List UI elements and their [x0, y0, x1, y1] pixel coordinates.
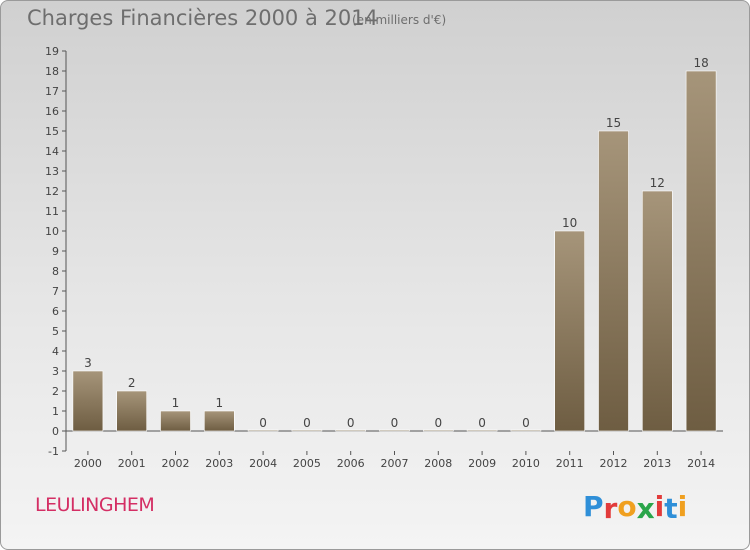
x-tick-label: 2009 — [468, 457, 496, 470]
x-tick-label: 2001 — [118, 457, 146, 470]
y-tick-label: 15 — [45, 125, 59, 138]
y-tick-label: 11 — [45, 205, 59, 218]
y-tick-label: 6 — [52, 305, 59, 318]
bar — [335, 429, 367, 432]
bar — [160, 410, 191, 432]
bar — [641, 190, 673, 432]
y-tick-label: 16 — [45, 105, 59, 118]
bar — [554, 230, 586, 432]
bar-value-label: 0 — [434, 416, 442, 430]
x-tick-label: 2006 — [337, 457, 365, 470]
bar-value-label: 0 — [259, 416, 267, 430]
y-tick-label: 13 — [45, 165, 59, 178]
x-tick-label: 2007 — [381, 457, 409, 470]
y-tick-label: 10 — [45, 225, 59, 238]
commune-name: LEULINGHEM — [35, 494, 155, 516]
x-tick-label: 2003 — [205, 457, 233, 470]
y-tick-label: -1 — [48, 445, 59, 458]
y-tick-label: 1 — [52, 405, 59, 418]
bar-value-label: 10 — [562, 216, 577, 230]
bar-value-label: 0 — [303, 416, 311, 430]
x-tick-label: 2005 — [293, 457, 321, 470]
bar-value-label: 0 — [478, 416, 486, 430]
x-tick-label: 2013 — [643, 457, 671, 470]
bar-value-label: 12 — [650, 176, 665, 190]
y-tick-label: 5 — [52, 325, 59, 338]
x-tick-label: 2000 — [74, 457, 102, 470]
logo-letter: o — [617, 490, 637, 523]
y-tick-label: 19 — [45, 45, 59, 58]
bar-value-label: 0 — [347, 416, 355, 430]
y-tick-label: 3 — [52, 365, 59, 378]
bar-value-label: 3 — [84, 356, 92, 370]
y-tick-label: 17 — [45, 85, 59, 98]
bar — [379, 429, 410, 432]
x-tick-label: 2008 — [424, 457, 452, 470]
bar-value-label: 15 — [606, 116, 621, 130]
bar-value-label: 18 — [693, 56, 708, 70]
bar-value-label: 0 — [522, 416, 530, 430]
logo-letter: r — [603, 492, 618, 525]
y-tick-label: 8 — [52, 265, 59, 278]
bar — [422, 429, 454, 432]
bar-value-label: 2 — [128, 376, 136, 390]
logo-letter: i — [654, 490, 665, 523]
y-tick-label: 0 — [52, 425, 59, 438]
logo-letter: P — [583, 490, 604, 523]
bar-value-label: 1 — [172, 396, 180, 410]
y-tick-label: 12 — [45, 185, 59, 198]
bar — [116, 390, 147, 432]
x-tick-label: 2012 — [600, 457, 628, 470]
x-tick-label: 2002 — [162, 457, 190, 470]
bar — [685, 70, 717, 432]
logo-letter: t — [664, 492, 678, 525]
logo-letter: i — [677, 490, 688, 523]
bar — [510, 429, 542, 432]
chart-subtitle: (en milliers d'€) — [352, 13, 447, 27]
logo-letter: x — [636, 492, 655, 525]
y-tick-label: 9 — [52, 245, 59, 258]
bar-value-label: 1 — [215, 396, 223, 410]
x-tick-label: 2010 — [512, 457, 540, 470]
x-tick-label: 2011 — [556, 457, 584, 470]
bar — [466, 429, 498, 432]
proxiti-logo: Proxiti — [583, 490, 688, 525]
bar — [247, 429, 279, 432]
y-tick-label: 2 — [52, 385, 59, 398]
bar — [204, 410, 235, 432]
y-tick-label: 4 — [52, 345, 59, 358]
bar — [72, 370, 104, 432]
bar — [291, 429, 323, 432]
x-tick-label: 2014 — [687, 457, 715, 470]
y-tick-label: 7 — [52, 285, 59, 298]
bar — [598, 130, 629, 432]
chart-title: Charges Financières 2000 à 2014 — [27, 6, 378, 30]
y-tick-label: 18 — [45, 65, 59, 78]
y-tick-label: 14 — [45, 145, 59, 158]
bar-value-label: 0 — [391, 416, 399, 430]
x-tick-label: 2004 — [249, 457, 277, 470]
